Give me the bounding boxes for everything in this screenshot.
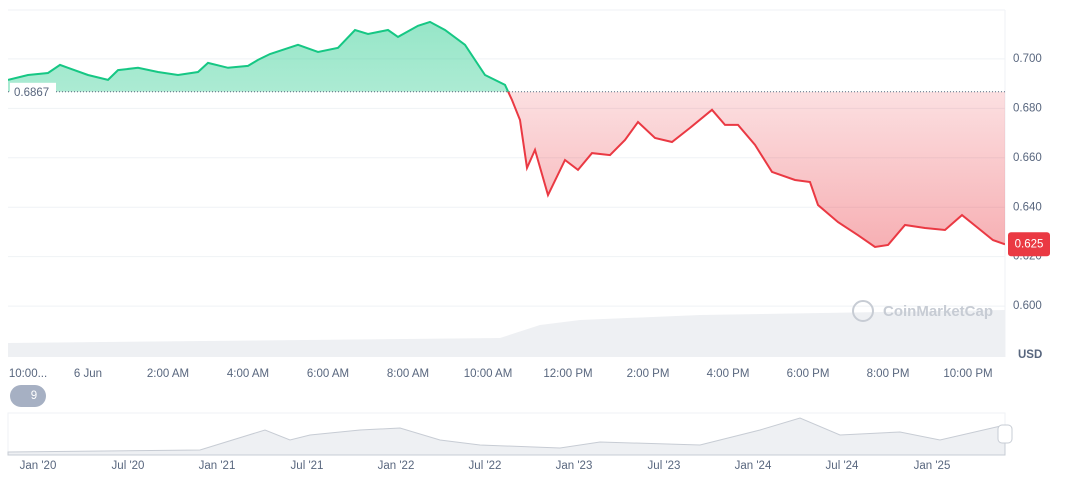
- navigator-label: Jul '22: [469, 460, 502, 472]
- x-tick-label: 4:00 PM: [707, 368, 750, 380]
- x-tick-label: 8:00 AM: [387, 368, 429, 380]
- watermark: CoinMarketCap: [852, 300, 993, 322]
- y-tick-label: 0.680: [1013, 102, 1042, 114]
- navigator-label: Jan '25: [914, 460, 951, 472]
- price-line-down: [507, 91, 1005, 249]
- navigator-label: Jul '23: [648, 460, 681, 472]
- y-unit: USD: [1018, 349, 1042, 361]
- x-tick-label: 10:00...: [9, 368, 47, 380]
- x-tick-label: 10:00 AM: [464, 368, 513, 380]
- price-tag: [1008, 232, 1050, 257]
- navigator-label: Jan '22: [378, 460, 415, 472]
- navigator-area: [7, 417, 1006, 456]
- y-tick-label: 0.660: [1013, 152, 1042, 164]
- area-down: [8, 91, 1005, 247]
- area-up: [8, 21, 509, 92]
- navigator-label: Jan '20: [20, 460, 57, 472]
- navigator-label: Jan '23: [556, 460, 593, 472]
- badge-count: 9: [31, 390, 37, 402]
- x-tick-label: 4:00 AM: [227, 368, 269, 380]
- volume-area: [8, 310, 1005, 357]
- x-tick-label: 6:00 AM: [307, 368, 349, 380]
- price-tag-label: 0.625: [1015, 238, 1044, 250]
- navigator-handle[interactable]: [997, 424, 1013, 444]
- navigator-label: Jan '21: [199, 460, 236, 472]
- x-tick-label: 6 Jun: [74, 368, 102, 380]
- x-tick-label: 2:00 PM: [627, 368, 670, 380]
- navigator-label: Jul '20: [112, 460, 145, 472]
- navigator-label: Jan '24: [735, 460, 772, 472]
- watermark-text: CoinMarketCap: [883, 303, 993, 320]
- baseline-label: 0.6867: [14, 87, 49, 99]
- y-tick-label: 0.700: [1013, 53, 1042, 65]
- price-line-up: [8, 20, 510, 92]
- y-tick-label: 0.640: [1013, 201, 1042, 213]
- x-tick-label: 8:00 PM: [867, 368, 910, 380]
- badge: [10, 385, 46, 407]
- x-tick-label: 12:00 PM: [543, 368, 592, 380]
- x-tick-label: 6:00 PM: [787, 368, 830, 380]
- x-tick-label: 2:00 AM: [147, 368, 189, 380]
- navigator-label: Jul '21: [291, 460, 324, 472]
- navigator-label: Jul '24: [826, 460, 859, 472]
- baseline-tag: [10, 82, 56, 101]
- x-tick-label: 10:00 PM: [943, 368, 992, 380]
- y-tick-label: 0.600: [1013, 300, 1042, 312]
